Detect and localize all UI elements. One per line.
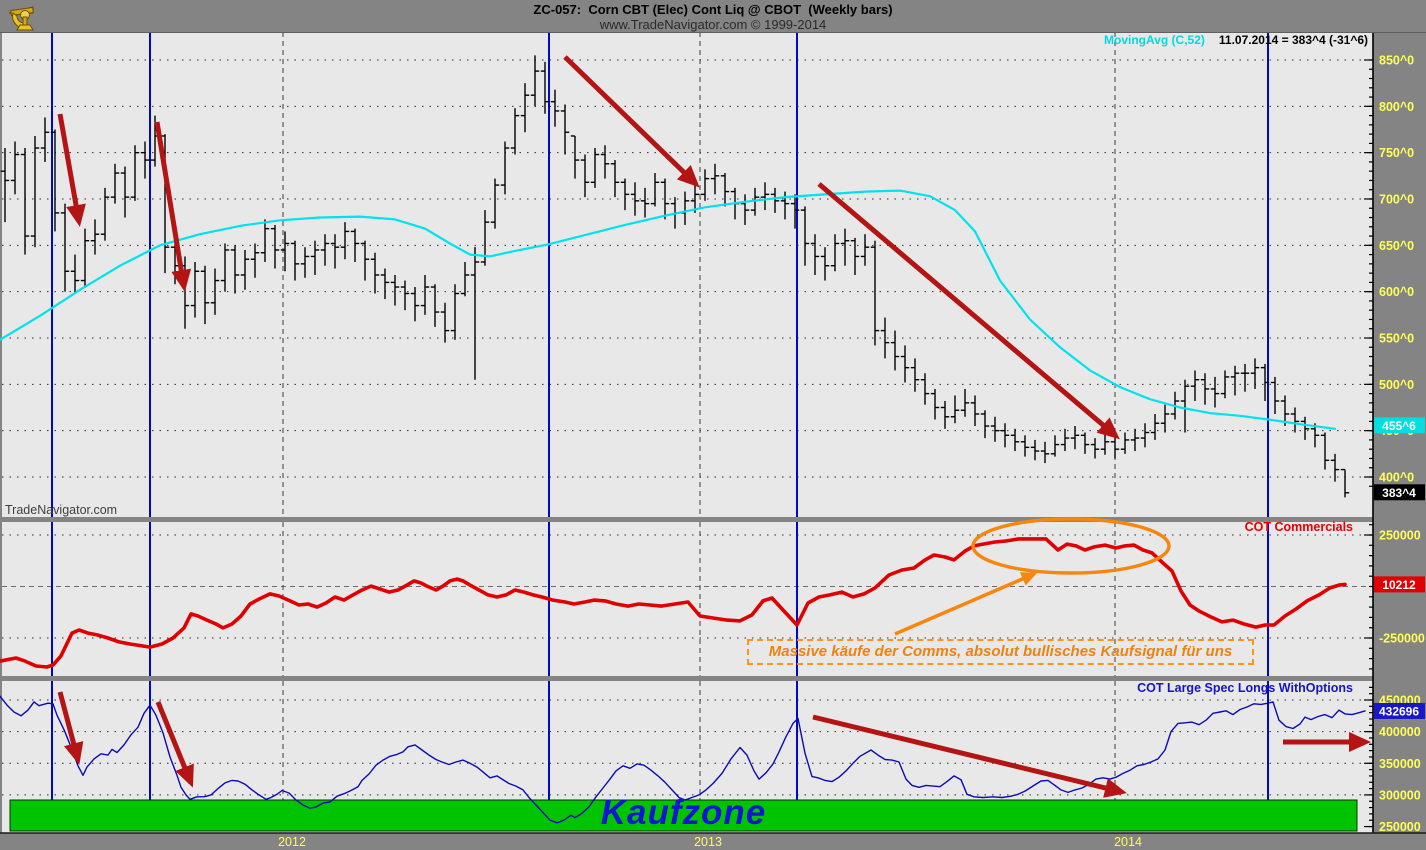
value-badge-text: 455^6: [1382, 419, 1416, 433]
trend-arrow[interactable]: [57, 691, 84, 765]
trend-arrow[interactable]: [155, 701, 194, 788]
axis-label: 400^0: [1379, 471, 1414, 485]
value-badge: [1374, 576, 1425, 593]
axis-label: 250000: [1379, 820, 1421, 834]
cot-commercials-label[interactable]: COT Commercials: [1244, 520, 1353, 534]
year-label: 2014: [1114, 835, 1142, 849]
axis-label: 750^0: [1379, 146, 1414, 160]
panel-1-background[interactable]: [2, 32, 1373, 517]
quote-readout: 11.07.2014 = 383^4 (-31^6): [1218, 33, 1369, 47]
cot-large-specs-line[interactable]: [0, 695, 1366, 824]
tradenavigator-sextant-logo: [8, 6, 34, 31]
axis-label: 850^0: [1379, 53, 1414, 67]
axis-label: 550^0: [1379, 331, 1414, 345]
axis-label: 500^0: [1379, 378, 1414, 392]
value-badge-text: 10212: [1382, 578, 1416, 592]
trend-arrow[interactable]: [57, 113, 86, 227]
axis-label: 700^0: [1379, 192, 1414, 206]
cot-commercials-line[interactable]: [0, 537, 1347, 669]
moving-average-label[interactable]: MovingAvg (C,52): [1104, 33, 1205, 47]
buy-zone-label[interactable]: Kaufzone: [600, 793, 767, 832]
trend-arrow[interactable]: [563, 55, 700, 188]
chart-subtitle: www.TradeNavigator.com © 1999-2014: [599, 17, 827, 32]
moving-average-line[interactable]: [0, 189, 1337, 430]
year-label: 2012: [278, 835, 306, 849]
trend-arrow[interactable]: [154, 121, 192, 292]
trend-arrow[interactable]: [817, 182, 1120, 440]
value-badge: [1374, 702, 1425, 719]
axis-label: -250000: [1379, 632, 1425, 646]
axis-label: 250000: [1379, 529, 1421, 543]
axis-label: 300000: [1379, 788, 1421, 802]
trend-arrow[interactable]: [812, 714, 1127, 798]
axis-label: 650^0: [1379, 239, 1414, 253]
note-arrow[interactable]: [894, 572, 1038, 636]
year-label: 2013: [694, 835, 722, 849]
analyst-note[interactable]: Massive käufe der Comms, absolut bullisc…: [747, 639, 1254, 665]
watermark: TradeNavigator.com: [5, 503, 118, 517]
axis-label: 600^0: [1379, 285, 1414, 299]
value-badge: [1374, 417, 1425, 434]
axis-label: 800^0: [1379, 100, 1414, 114]
chart-header: ZC-057: Corn CBT (Elec) Cont Liq @ CBOT …: [0, 0, 1426, 33]
panel-2-background[interactable]: [2, 522, 1373, 676]
indicator-readout: MovingAvg (C,52) 11.07.2014 = 383^4 (-31^…: [1104, 33, 1368, 47]
axis-label: 350000: [1379, 757, 1421, 771]
chart-title: ZC-057: Corn CBT (Elec) Cont Liq @ CBOT …: [533, 2, 893, 17]
value-badge-text: 432696: [1379, 704, 1419, 718]
value-badge: [1374, 484, 1425, 501]
cot-large-spec-label[interactable]: COT Large Spec Longs WithOptions: [1137, 681, 1353, 695]
axis-label: 400000: [1379, 725, 1421, 739]
value-badge-text: 383^4: [1382, 486, 1416, 500]
highlight-ellipse[interactable]: [971, 517, 1171, 575]
buy-zone-band[interactable]: [9, 799, 1358, 832]
